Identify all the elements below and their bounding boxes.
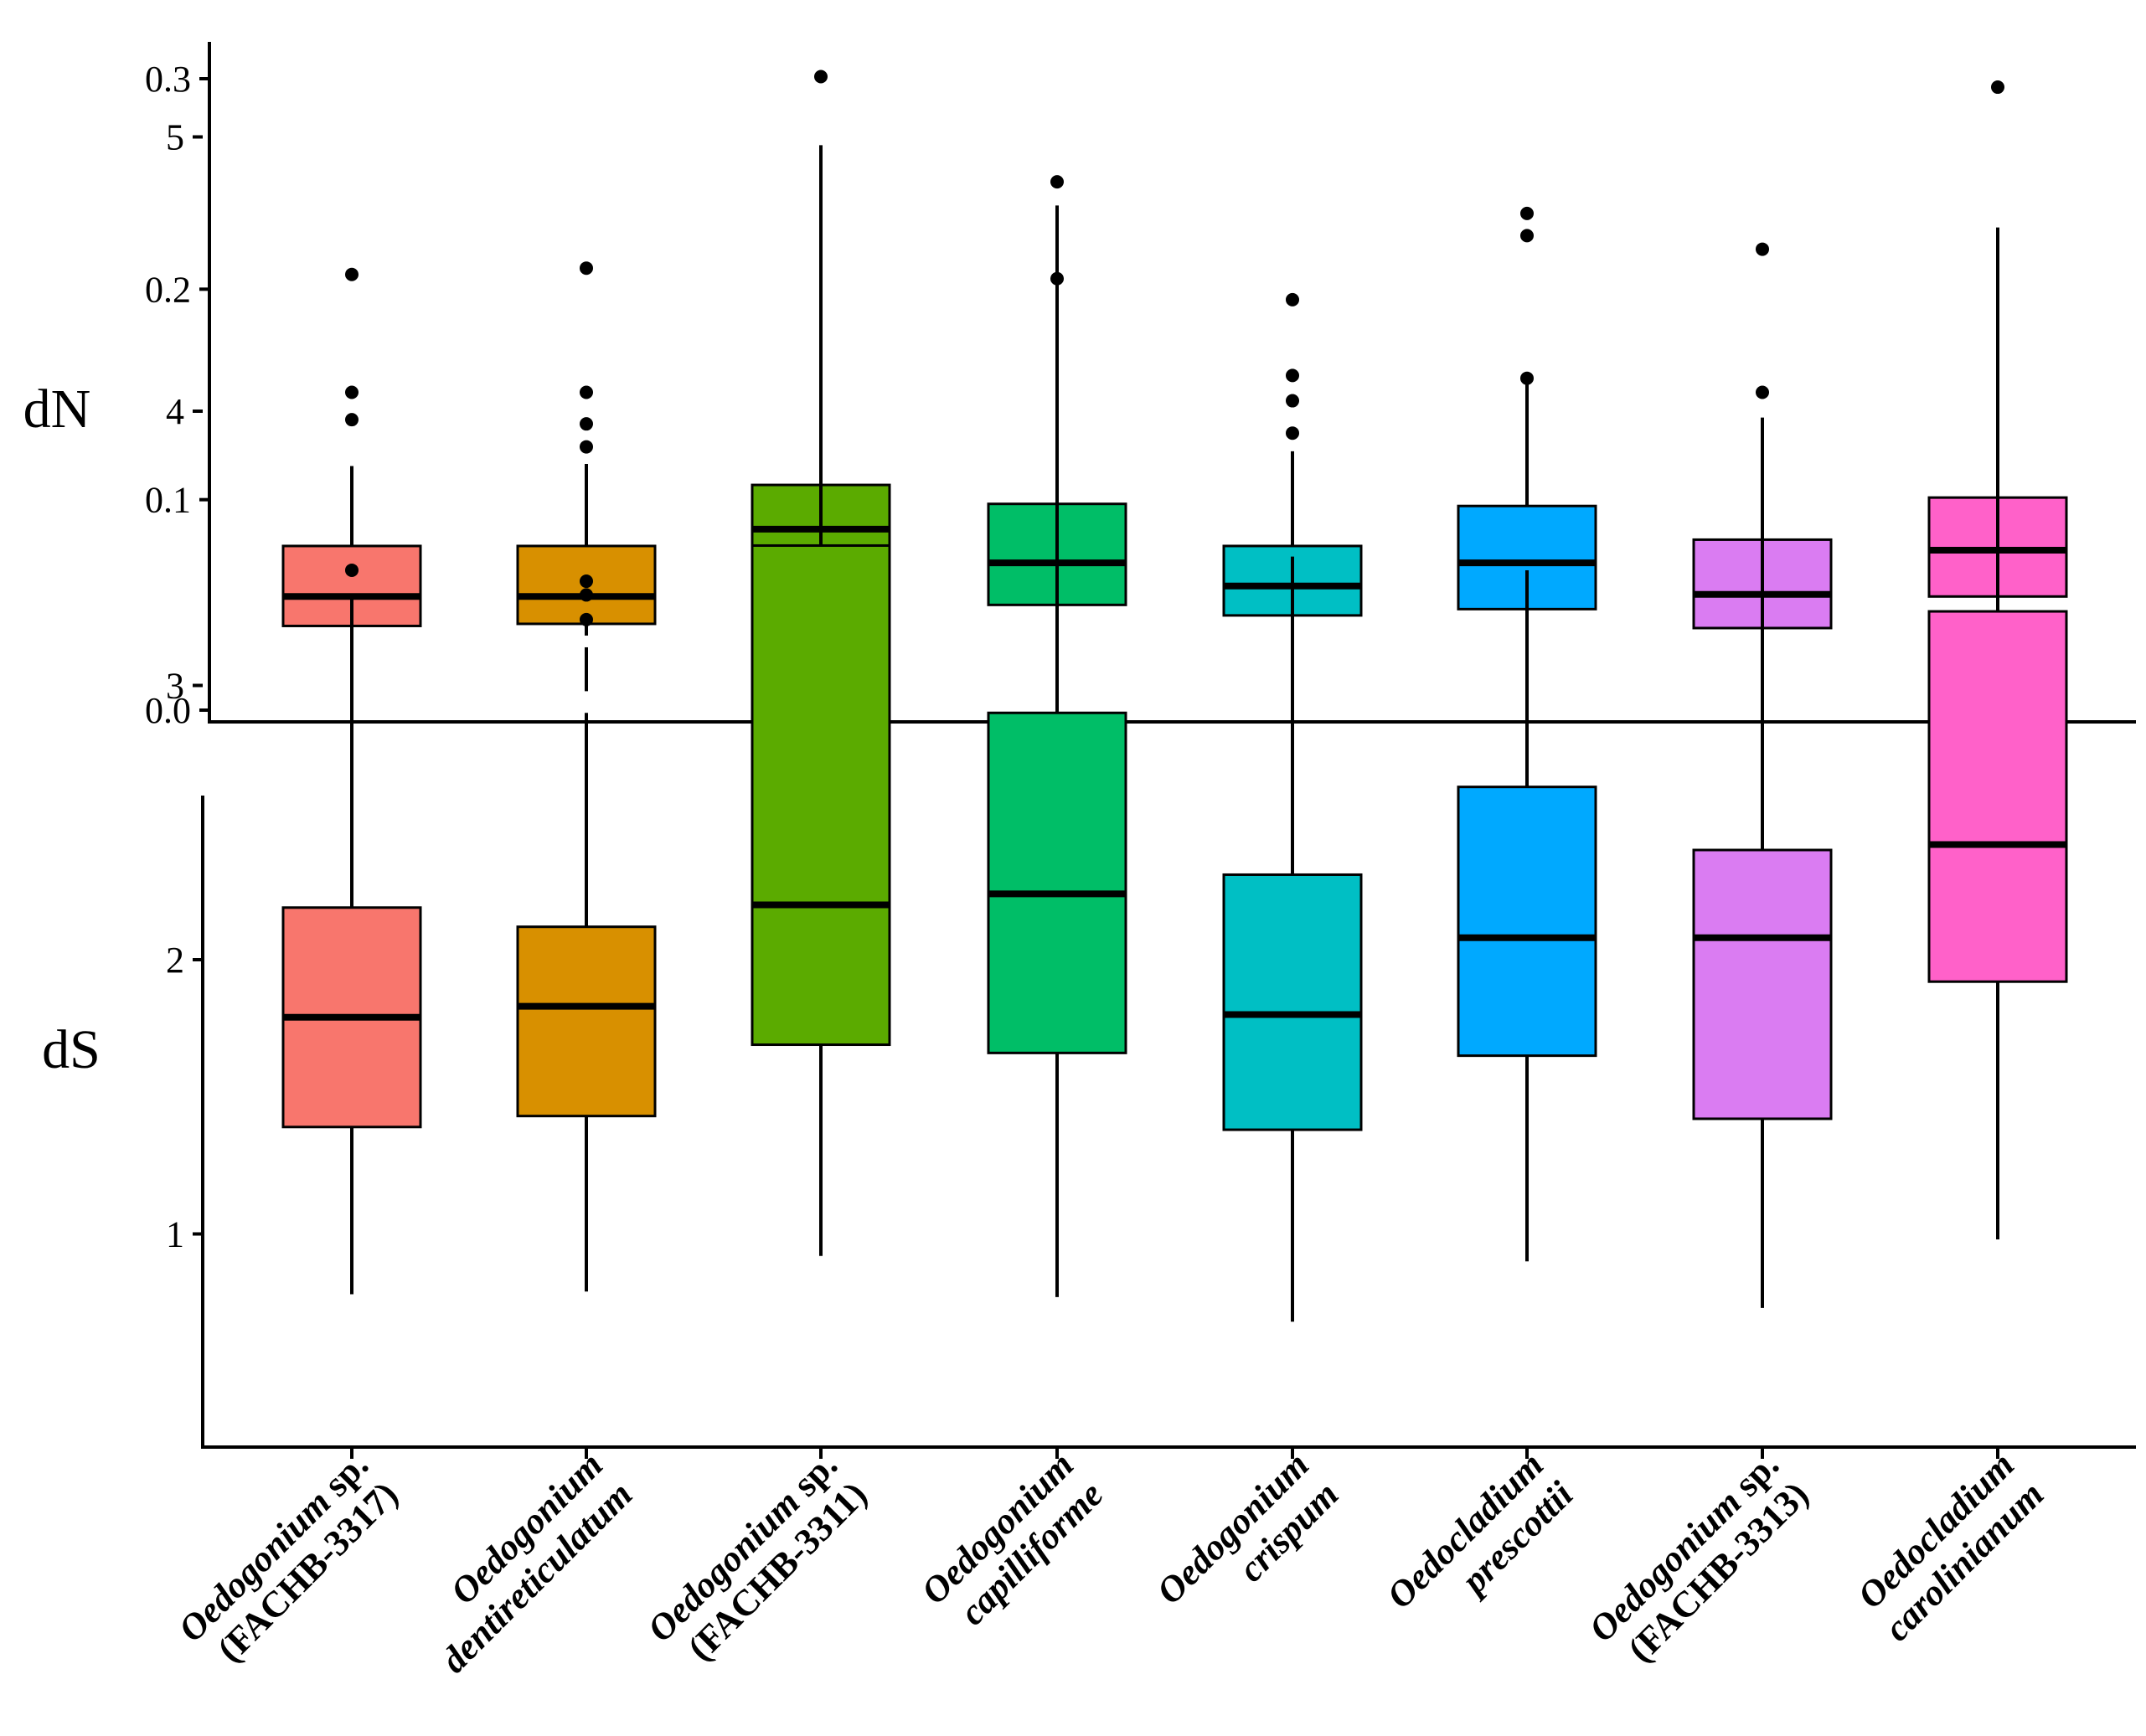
- ds-outlier-point: [345, 563, 359, 577]
- ds-y-tick-label: 4: [166, 391, 184, 432]
- ds-box-group: [751, 145, 891, 1256]
- dn-outlier-point: [1756, 385, 1769, 399]
- dn-panel: 0.0 0.1 0.2 0.3 dN: [23, 42, 2136, 734]
- ds-box: [1222, 873, 1363, 1131]
- ds-y-tick-label: 1: [166, 1214, 184, 1255]
- ds-outlier-point: [580, 574, 593, 589]
- dn-outlier-point: [1520, 206, 1534, 220]
- dn-outlier-point: [345, 267, 359, 281]
- ds-box: [1457, 786, 1597, 1058]
- dn-outlier-point: [814, 70, 828, 84]
- dn-outlier-point: [1756, 242, 1769, 256]
- dn-y-axis-title: dN: [23, 379, 91, 440]
- ds-outlier-point: [1520, 229, 1534, 243]
- dn-outlier-point: [1286, 368, 1299, 383]
- dn-outlier-point: [345, 385, 359, 399]
- dn-box-group: [516, 261, 657, 692]
- dn-outlier-point: [580, 385, 593, 399]
- ds-y-axis-title: dS: [42, 1019, 101, 1080]
- dn-y-tick-label: 0.3: [145, 59, 191, 100]
- dn-outlier-point: [580, 417, 593, 431]
- dn-y-tick-label: 0.2: [145, 269, 191, 310]
- ds-box-group: [1222, 426, 1363, 1322]
- dn-outlier-point: [1286, 292, 1299, 307]
- ds-panel: 1 2 3 4 5 dS: [42, 117, 2136, 1459]
- dn-y-tick-label: 0.1: [145, 480, 191, 521]
- ds-box-group: [516, 440, 657, 1292]
- dn-outlier-point: [345, 413, 359, 427]
- dn-outlier-point: [580, 261, 593, 276]
- ds-box: [751, 543, 891, 1047]
- ds-box-group: [987, 205, 1127, 1297]
- dn-y-tick-label: 0.0: [145, 690, 191, 731]
- ds-outlier-point: [1286, 426, 1299, 440]
- ds-box-group: [281, 563, 422, 1295]
- x-category-label: Oedogonium sp.(FACHB-3313): [1581, 1444, 1816, 1670]
- x-category-label: Oedogonium sp.(FACHB-3317): [170, 1444, 405, 1670]
- ds-box-group: [1692, 509, 1833, 1308]
- ds-y-tick-label: 5: [166, 117, 184, 158]
- ds-outlier-point: [580, 440, 593, 454]
- ds-y-tick-label: 3: [166, 666, 184, 707]
- ds-box: [1927, 610, 2068, 983]
- dn-outlier-point: [1991, 80, 2004, 95]
- x-axis-category-labels: Oedogonium sp.(FACHB-3317) Oedogoniumdent…: [170, 1444, 2051, 1681]
- ds-box: [987, 711, 1127, 1054]
- ds-box-group: [1927, 227, 2068, 1240]
- ds-outlier-point: [580, 588, 593, 602]
- ds-box-group: [1457, 229, 1597, 1262]
- ds-box: [1692, 848, 1833, 1120]
- ds-y-tick-label: 2: [166, 940, 184, 981]
- ds-outlier-point: [1520, 371, 1534, 385]
- ds-box: [516, 925, 657, 1118]
- dn-outlier-point: [1050, 175, 1064, 189]
- x-category-label: Oedogonium sp.(FACHB-3311): [639, 1444, 874, 1668]
- ds-outlier-point: [580, 612, 593, 626]
- dn-outlier-point: [1286, 394, 1299, 408]
